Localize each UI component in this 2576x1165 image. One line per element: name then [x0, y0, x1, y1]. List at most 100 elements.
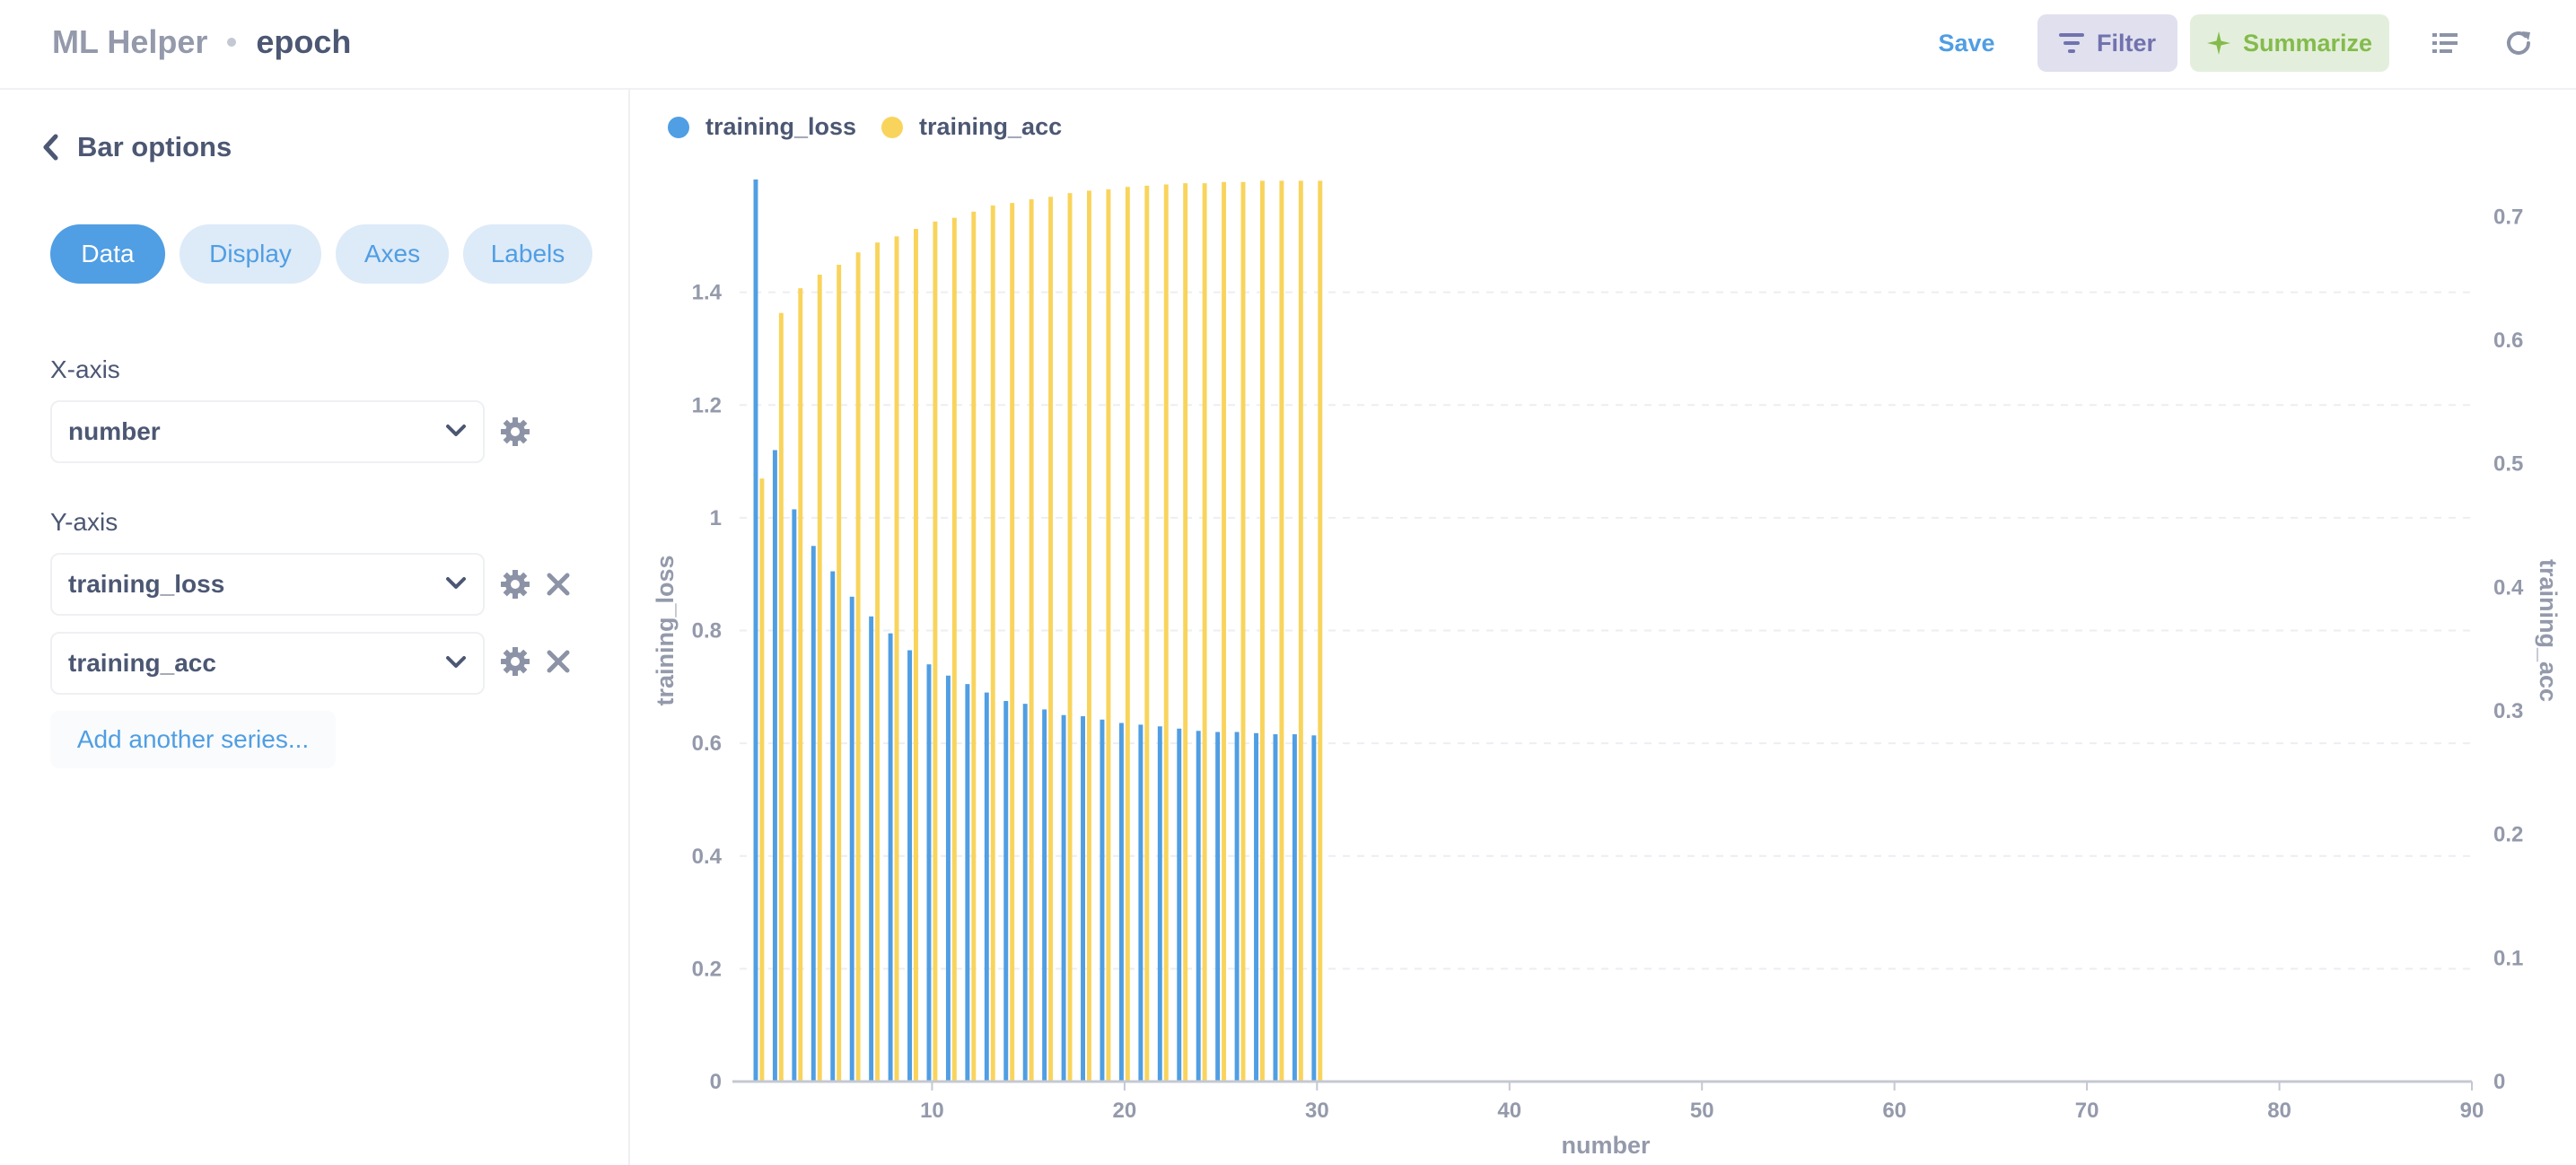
bar-training-loss	[907, 650, 912, 1082]
bar-training-loss	[1254, 732, 1258, 1082]
gear-icon[interactable]	[499, 568, 531, 600]
bar-training-acc	[1318, 180, 1323, 1082]
x-tick-label: 40	[1497, 1099, 1521, 1123]
bar-training-loss	[1061, 714, 1066, 1082]
bar-training-loss	[945, 675, 951, 1082]
y2-tick-label: 0.7	[2493, 205, 2523, 229]
bar-training-acc	[1163, 184, 1169, 1082]
bar-training-acc	[855, 252, 861, 1082]
options-tabs: Data Display Axes Labels	[50, 224, 607, 284]
tab-labels[interactable]: Labels	[463, 224, 592, 284]
y2-tick-label: 0.2	[2493, 823, 2523, 847]
bar-training-loss	[1003, 701, 1009, 1082]
y2-tick-label: 0.5	[2493, 452, 2523, 477]
legend-item-training-loss[interactable]: training_loss	[668, 113, 856, 141]
y-tick-label: 1	[710, 506, 722, 530]
bar-training-loss	[830, 571, 836, 1082]
legend-dot	[881, 116, 904, 138]
x-axis-label: X-axis	[50, 355, 120, 383]
bar-training-loss	[1118, 723, 1124, 1082]
breadcrumb-separator	[227, 38, 237, 47]
bar-training-acc	[933, 221, 938, 1082]
y-tick-label: 1.2	[692, 393, 722, 417]
x-axis-title: number	[1561, 1132, 1651, 1159]
tab-data[interactable]: Data	[50, 224, 165, 284]
bar-training-acc	[1010, 203, 1015, 1082]
bar-training-acc	[1087, 190, 1091, 1082]
chevron-left-icon	[43, 134, 58, 161]
bar-training-acc	[1279, 180, 1284, 1082]
summarize-label: Summarize	[2242, 29, 2373, 57]
breadcrumb-app[interactable]: ML Helper	[52, 23, 208, 60]
bar-training-loss	[792, 509, 797, 1082]
bar-training-acc	[817, 275, 822, 1082]
close-icon[interactable]	[546, 572, 571, 597]
back-to-options[interactable]: Bar options	[41, 131, 232, 163]
close-icon[interactable]	[546, 649, 571, 674]
x-tick-label: 60	[1882, 1099, 1906, 1123]
tab-axes[interactable]: Axes	[336, 224, 449, 284]
gear-icon[interactable]	[499, 645, 531, 678]
bar-training-loss	[1311, 735, 1317, 1082]
bar-training-loss	[1292, 734, 1297, 1082]
add-series-button[interactable]: Add another series...	[50, 711, 336, 768]
y-axis-label: Y-axis	[50, 508, 118, 536]
bar-training-loss	[810, 546, 816, 1082]
bar-training-loss	[1196, 731, 1201, 1082]
bar-training-acc	[914, 229, 918, 1082]
gear-icon[interactable]	[499, 416, 531, 448]
chart-legend: training_loss training_acc	[668, 113, 1087, 141]
x-tick-label: 70	[2075, 1099, 2099, 1123]
legend-item-training-acc[interactable]: training_acc	[881, 113, 1062, 141]
y-tick-label: 0	[710, 1070, 722, 1094]
legend-dot	[668, 116, 689, 138]
tab-display[interactable]: Display	[180, 224, 321, 284]
bar-training-acc	[971, 211, 977, 1082]
refresh-icon[interactable]	[2502, 27, 2535, 59]
bar-training-acc	[1202, 183, 1207, 1082]
y2-tick-label: 0.1	[2493, 946, 2523, 970]
x-tick-label: 80	[2267, 1099, 2291, 1123]
sparkle-icon	[2206, 31, 2230, 55]
bar-training-loss	[1273, 734, 1278, 1082]
bar-training-acc	[951, 217, 957, 1082]
bar-training-acc	[1240, 181, 1246, 1082]
x-axis-select[interactable]: number	[50, 400, 485, 463]
y2-tick-label: 0	[2493, 1070, 2505, 1094]
y-series-select[interactable]: training_acc	[50, 632, 485, 695]
breadcrumb: ML Helper epoch	[52, 23, 351, 61]
chevron-down-icon	[446, 656, 466, 668]
y2-tick-label: 0.3	[2493, 699, 2523, 723]
bar-training-loss	[1081, 715, 1085, 1082]
bar-training-loss	[926, 664, 932, 1082]
y-series-select[interactable]: training_loss	[50, 553, 485, 616]
bar-training-acc	[837, 264, 842, 1082]
y-tick-label: 0.8	[692, 619, 722, 644]
x-tick-label: 10	[920, 1099, 944, 1123]
y2-tick-label: 0.6	[2493, 328, 2523, 353]
y2-tick-label: 0.4	[2493, 575, 2524, 600]
summarize-button[interactable]: Summarize	[2190, 14, 2389, 72]
filter-icon	[2058, 33, 2084, 53]
bar-training-acc	[759, 478, 765, 1082]
legend-label: training_acc	[919, 113, 1063, 140]
bar-training-acc	[1125, 187, 1130, 1082]
filter-button[interactable]: Filter	[2037, 14, 2177, 72]
bar-options-title: Bar options	[77, 131, 232, 162]
bar-training-acc	[1029, 199, 1034, 1082]
save-button[interactable]: Save	[1938, 29, 1995, 57]
y-axis-title: training_loss	[652, 555, 679, 705]
y-tick-label: 0.6	[692, 731, 722, 756]
bar-chart: 10 20 30 40 50 60 70 80 90 0 0.2 0.4 0.6 0.8 1 1.2 1.4 0 0…	[652, 180, 2562, 1159]
bar-training-loss	[984, 692, 989, 1082]
list-icon[interactable]	[2429, 27, 2461, 59]
bar-training-loss	[888, 633, 893, 1082]
bar-training-acc	[1067, 193, 1073, 1082]
breadcrumb-table[interactable]: epoch	[256, 23, 352, 60]
bar-training-acc	[1144, 185, 1150, 1082]
bar-training-acc	[1048, 197, 1054, 1082]
x-axis-value: number	[68, 417, 161, 445]
y-tick-label: 0.2	[692, 957, 722, 981]
bar-training-acc	[1106, 189, 1111, 1082]
sidebar: Bar options Data Display Axes Labels X-a…	[0, 90, 630, 1165]
